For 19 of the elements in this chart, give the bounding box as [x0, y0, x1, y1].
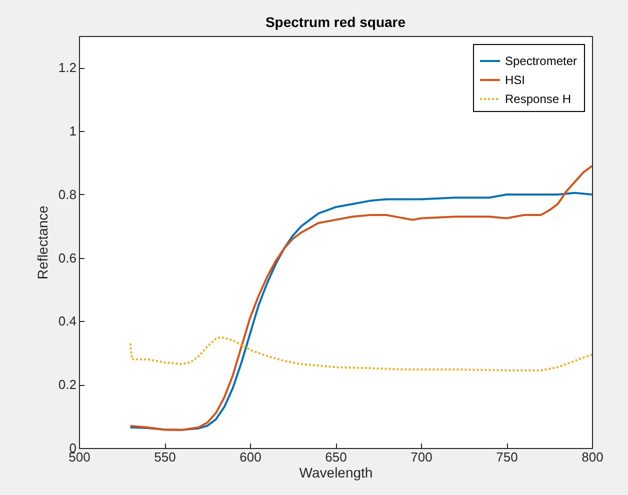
y-tick-label: 0.2: [58, 377, 76, 392]
legend-label: Response H: [505, 92, 572, 106]
x-axis-title: Wavelength: [299, 464, 373, 480]
y-tick-label: 0.4: [58, 314, 76, 329]
legend-label: Spectrometer: [505, 54, 578, 68]
legend-label: HSI: [505, 73, 526, 87]
x-tick-label: 550: [154, 450, 176, 464]
y-tick-label: 1.2: [58, 60, 76, 76]
y-tick-label: 1: [69, 124, 76, 139]
line-series: [129, 336, 592, 372]
x-tick-label: 650: [325, 450, 347, 464]
x-tick-label: 700: [410, 450, 432, 464]
x-tick-label: 750: [496, 450, 518, 464]
x-tick-label: 600: [240, 450, 262, 464]
chart-title: Spectrum red square: [265, 14, 406, 30]
y-tick-label: 0.8: [58, 186, 76, 202]
x-tick-label: 800: [582, 450, 604, 464]
y-axis-title: Reflectance: [34, 205, 50, 280]
y-tick-label: 0.6: [58, 250, 76, 266]
